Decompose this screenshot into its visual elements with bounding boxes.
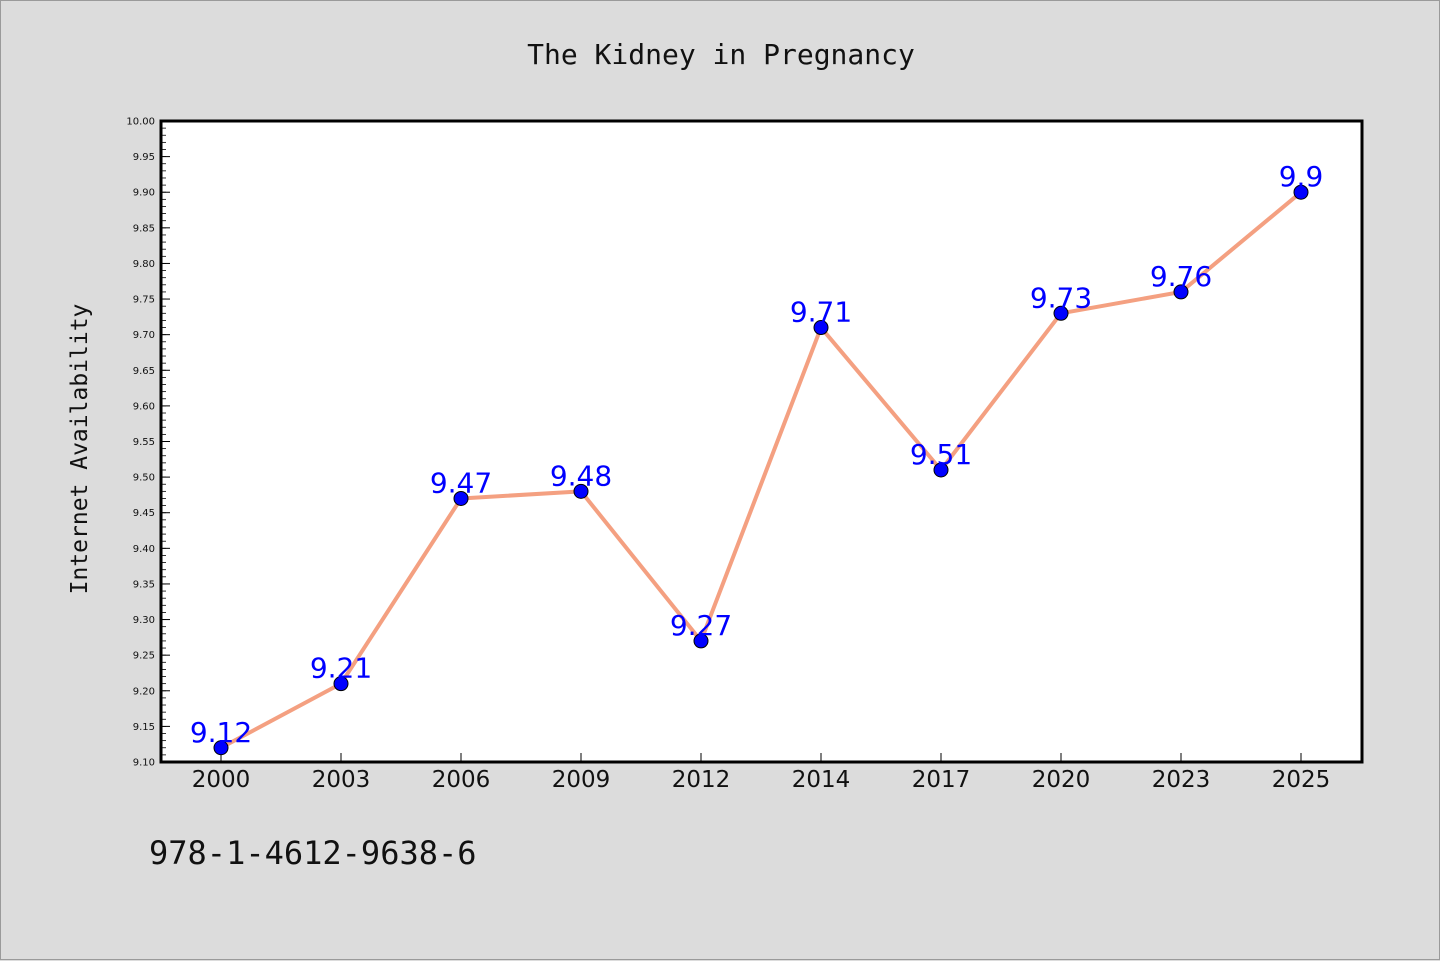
x-tick-label: 2020	[1032, 767, 1091, 793]
data-label: 9.48	[550, 459, 612, 492]
data-label: 9.51	[910, 438, 972, 471]
data-label: 9.21	[310, 652, 372, 685]
y-tick-label: 9.20	[133, 686, 155, 697]
x-tick-label: 2025	[1272, 767, 1331, 793]
y-tick-label: 9.50	[133, 473, 155, 484]
x-tick-label: 2000	[192, 767, 251, 793]
chart-title: The Kidney in Pregnancy	[527, 38, 915, 71]
y-tick-label: 9.65	[133, 366, 155, 377]
y-tick-label: 9.55	[133, 437, 155, 448]
y-tick-label: 9.35	[133, 579, 155, 590]
y-tick-label: 9.95	[133, 152, 155, 163]
data-label: 9.76	[1150, 260, 1212, 293]
isbn-text: 978-1-4612-9638-6	[149, 834, 477, 872]
x-tick-label: 2023	[1152, 767, 1211, 793]
y-tick-label: 9.15	[133, 722, 155, 733]
data-point	[213, 740, 229, 756]
data-point	[693, 633, 709, 649]
data-point	[1173, 284, 1189, 300]
series-line	[220, 190, 1303, 750]
data-label: 9.9	[1279, 160, 1324, 193]
y-tick-label: 9.60	[133, 401, 155, 412]
y-tick-label: 10.00	[126, 117, 155, 128]
data-point	[1293, 184, 1309, 200]
y-tick-label: 9.70	[133, 330, 155, 341]
y-tick-label: 9.25	[133, 651, 155, 662]
x-tick-label: 2014	[792, 767, 851, 793]
y-tick-label: 9.85	[133, 223, 155, 234]
plot-frame	[159, 119, 1364, 764]
data-point	[933, 462, 949, 478]
data-series: 9.12 9.21 9.47 9.48 9.27 9.71 9.51 9.73 9.76 9.9	[190, 160, 1324, 756]
data-point	[453, 490, 469, 506]
x-tick-label: 2009	[552, 767, 611, 793]
y-tick-label: 9.40	[133, 544, 155, 555]
data-label: 9.47	[430, 466, 492, 499]
x-tick-label: 2003	[312, 767, 371, 793]
data-label: 9.71	[790, 296, 852, 329]
y-tick-label: 9.30	[133, 615, 155, 626]
y-tick-label: 9.80	[133, 259, 155, 270]
y-axis-label: Internet Availability	[67, 304, 93, 595]
data-point	[573, 483, 589, 499]
data-label: 9.73	[1030, 281, 1092, 314]
data-label: 9.12	[190, 716, 252, 749]
y-tick-label: 9.10	[133, 758, 155, 769]
x-axis: 2000 2003 2006 2009 2012 2014 2017 2020 2023 2025	[192, 753, 1331, 793]
y-tick-label: 9.90	[133, 188, 155, 199]
data-point	[813, 320, 829, 336]
y-tick-label: 9.75	[133, 295, 155, 306]
x-tick-label: 2017	[912, 767, 971, 793]
data-point	[333, 676, 349, 692]
data-point	[1053, 305, 1069, 321]
data-label: 9.27	[670, 609, 732, 642]
x-tick-label: 2006	[432, 767, 491, 793]
y-tick-label: 9.45	[133, 508, 155, 519]
x-tick-label: 2012	[672, 767, 731, 793]
